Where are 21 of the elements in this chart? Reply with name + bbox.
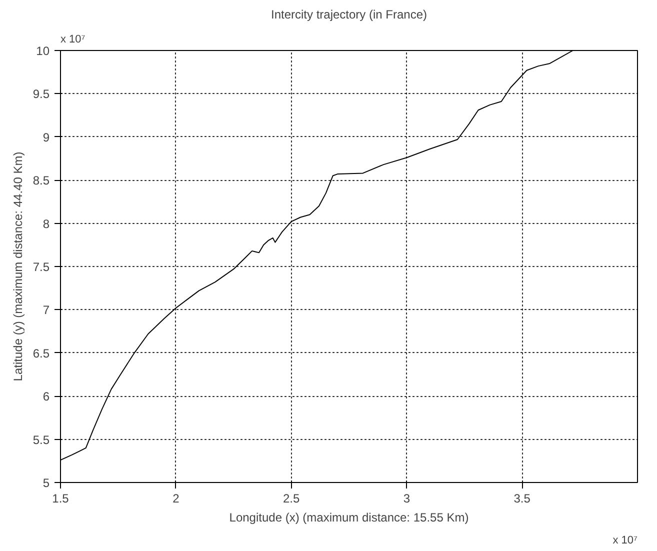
y-tick-label: 8.5	[32, 174, 50, 188]
x-tick-label: 3	[403, 492, 410, 506]
y-tick-label: 7	[42, 303, 50, 318]
y-tick-label: 9.5	[32, 87, 50, 102]
y-tick-label: 6.5	[32, 346, 50, 360]
y-tick-label: 9	[42, 130, 50, 144]
y-tick-label: 5	[42, 476, 50, 490]
x-tick-label: 2.5	[282, 492, 300, 506]
x-tick-label: 3.5	[514, 492, 531, 506]
text: x 10⁷	[60, 34, 86, 46]
y-tick-label: 8	[42, 216, 50, 231]
y-tick-label: 6	[42, 390, 50, 404]
y-tick-label: 7.5	[32, 260, 50, 274]
y-tick-label: 5.5	[32, 432, 50, 447]
text: x 10⁷	[612, 534, 638, 546]
x-tick-label: 2	[172, 492, 180, 506]
chart-title: Intercity trajectory (in France)	[270, 8, 428, 22]
x-axis-title: Longitude (x) (maximum distance: 15.55 Km)	[229, 510, 469, 524]
x-tick-label: 1.5	[52, 492, 70, 506]
y-tick-label: 10	[36, 44, 50, 58]
y-axis-title: Latitude (y) (maximum distance: 44.40 Km)	[10, 152, 25, 382]
